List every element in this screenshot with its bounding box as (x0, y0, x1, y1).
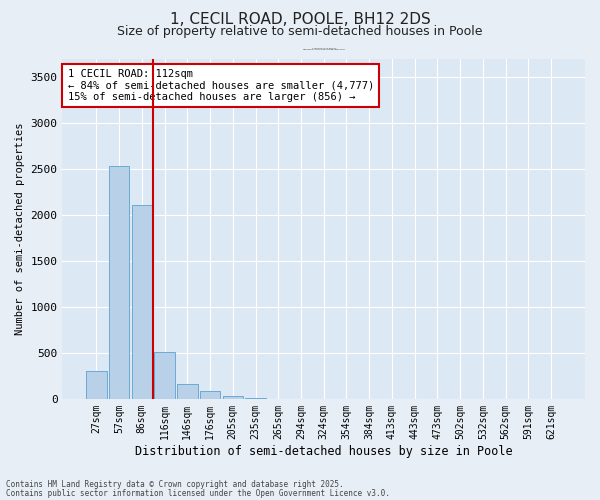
Text: 1, CECIL ROAD, POOLE, BH12 2DS: 1, CECIL ROAD, POOLE, BH12 2DS (170, 12, 430, 28)
Text: Contains HM Land Registry data © Crown copyright and database right 2025.: Contains HM Land Registry data © Crown c… (6, 480, 344, 489)
Bar (154, 352, 175, 399)
Bar (200, 392, 220, 399)
Title: 1, CECIL ROAD, POOLE, BH12 2DS
Size of property relative to semi-detached houses: 1, CECIL ROAD, POOLE, BH12 2DS Size of p… (303, 48, 344, 50)
Bar (131, 205, 152, 399)
Bar (86, 371, 107, 399)
Text: Size of property relative to semi-detached houses in Poole: Size of property relative to semi-detach… (117, 25, 483, 38)
X-axis label: Distribution of semi-detached houses by size in Poole: Distribution of semi-detached houses by … (135, 444, 512, 458)
Text: Contains public sector information licensed under the Open Government Licence v3: Contains public sector information licen… (6, 488, 390, 498)
Text: 1 CECIL ROAD: 112sqm
← 84% of semi-detached houses are smaller (4,777)
15% of se: 1 CECIL ROAD: 112sqm ← 84% of semi-detac… (68, 69, 374, 102)
Bar (109, 166, 130, 399)
Bar (177, 384, 197, 399)
Bar (223, 396, 243, 399)
Y-axis label: Number of semi-detached properties: Number of semi-detached properties (15, 122, 25, 335)
